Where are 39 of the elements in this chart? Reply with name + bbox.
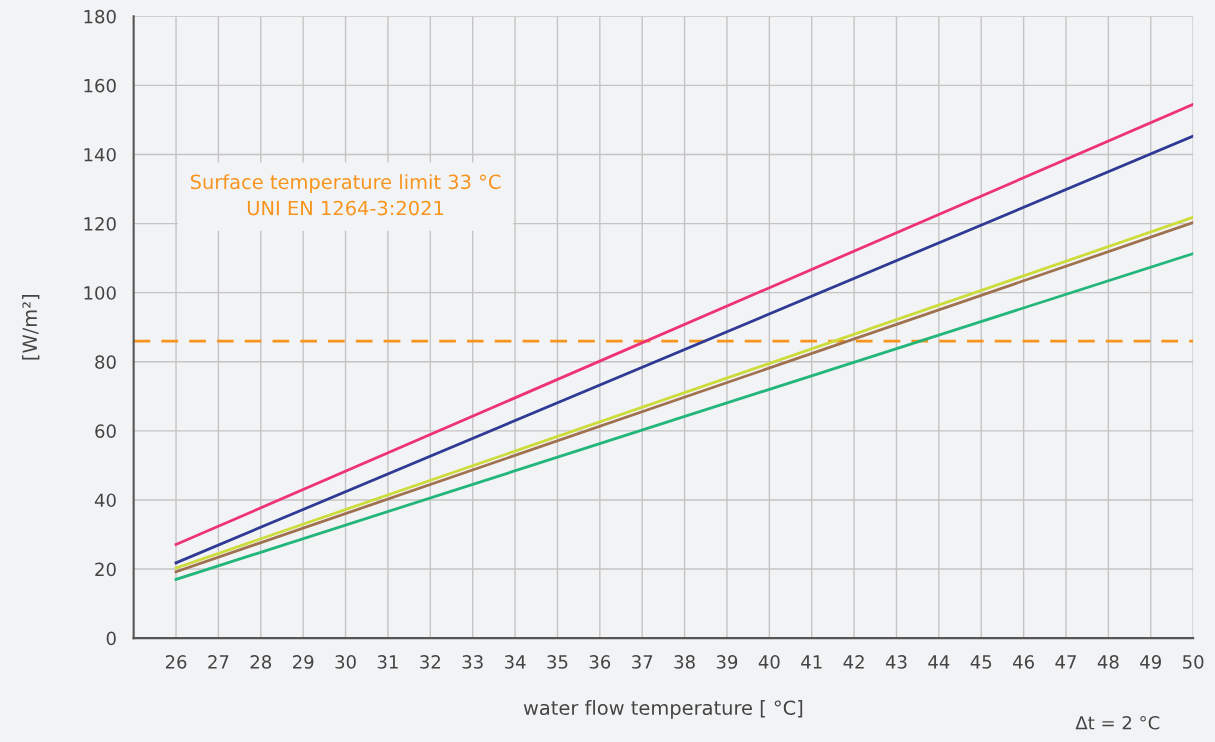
- x-tick-label: 35: [547, 655, 568, 669]
- y-tick-label: 120: [84, 217, 116, 231]
- y-tick-label: 180: [84, 9, 116, 24]
- y-tick-label: 60: [95, 424, 116, 438]
- x-tick-label: 27: [208, 655, 229, 669]
- y-tick-label: 100: [84, 286, 116, 300]
- x-tick-label: 49: [1140, 655, 1161, 669]
- x-tick-label: 34: [504, 655, 526, 669]
- x-tick-label: 50: [1183, 655, 1204, 669]
- x-tick-label: 48: [1097, 655, 1119, 669]
- x-tick-label: 26: [165, 655, 187, 669]
- y-tick-label: 20: [95, 562, 116, 577]
- x-tick-label: 41: [801, 655, 822, 669]
- x-tick-label: 28: [250, 655, 272, 669]
- x-tick-label: 32: [420, 655, 440, 669]
- x-tick-label: 43: [885, 655, 907, 669]
- x-tick-label: 33: [462, 655, 483, 669]
- x-tick-label: 29: [293, 655, 314, 669]
- x-tick-label: 30: [335, 655, 356, 669]
- y-tick-label: 140: [84, 147, 116, 162]
- x-tick-label: 40: [758, 655, 780, 669]
- x-tick-label: 44: [928, 655, 950, 669]
- x-tick-label: 31: [377, 655, 398, 669]
- y-axis-title: [W/m²]: [22, 295, 40, 360]
- annotation: Surface temperature limit 33 °C UNI EN 1264-3:2021: [190, 174, 501, 216]
- y-tick-label: 80: [95, 355, 116, 369]
- y-tick-label: 160: [84, 78, 116, 93]
- y-tick-label: 40: [94, 493, 116, 508]
- text: Δt = 2 °C: [1075, 715, 1160, 730]
- x-tick-label: 36: [589, 655, 611, 669]
- y-tick-label: 0: [106, 631, 116, 646]
- x-tick-label: 45: [970, 655, 992, 669]
- x-tick-label: 47: [1055, 655, 1076, 669]
- x-tick-label: 46: [1013, 655, 1034, 669]
- x-axis-title: water flow temperature [ °C]: [523, 700, 803, 719]
- x-tick-label: 38: [674, 655, 695, 669]
- x-tick-label: 42: [843, 655, 864, 669]
- x-tick-label: 39: [716, 655, 738, 669]
- x-tick-label: 37: [632, 655, 653, 669]
